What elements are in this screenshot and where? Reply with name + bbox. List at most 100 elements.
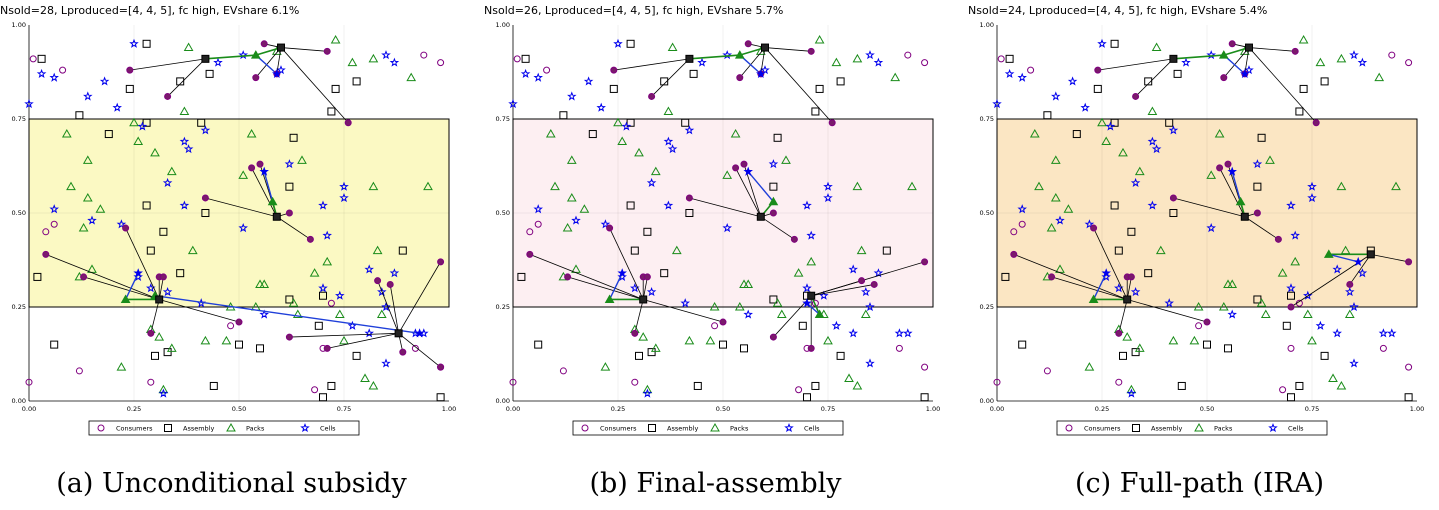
cell-point [1130,177,1141,187]
pack-point [406,72,417,82]
served-consumer-point [1220,74,1228,82]
served-consumer-point [256,160,264,168]
consumer-link [251,167,278,217]
cell-point [663,136,674,146]
assembly-point [534,340,543,349]
pack-point [78,223,89,232]
pack-point [852,380,863,390]
assembly-point [235,340,243,349]
assembly-point [588,130,597,139]
cell-point [1051,91,1061,101]
assembly-point [1169,209,1178,217]
assembly-point [142,201,151,210]
pack-point [368,181,379,191]
pack-link [255,46,282,56]
cell-point [36,68,47,78]
y-tick-label: 0.75 [12,115,26,123]
x-tick-label: 0.75 [1305,405,1319,413]
assembly-point [197,118,206,127]
assembly-point [176,77,185,86]
assembly-point [37,54,46,63]
cell-point [802,283,812,293]
pack-point [600,362,611,371]
served-consumer-point [685,194,693,202]
assembly-point [1287,393,1295,402]
x-tick-label: 0.50 [232,405,246,413]
cell-point [213,57,223,67]
consumer-link [1051,276,1128,300]
cell-point [646,287,657,297]
x-tick-label: 0.50 [1200,405,1214,413]
served-consumer-point [1216,164,1224,172]
cell-point [1147,200,1158,210]
assembly-point [1110,201,1119,210]
chart-title: Nsold=24, Lproduced=[4, 4, 5], fc high, … [968,4,1267,17]
active-cell [802,298,812,308]
assembly-point [1177,381,1186,390]
cell-link [1231,171,1242,202]
legend-marker-assembly [1132,424,1140,432]
pack-point [166,166,177,176]
legend-label-pack: Packs [1214,424,1233,432]
served-consumer-point [1169,194,1177,202]
pack-point [579,204,590,213]
consumer-link [280,47,328,52]
assembly-point [319,393,327,402]
served-consumer-point [807,47,815,55]
assembly-point [681,118,690,127]
consumer-link [764,47,812,52]
cell-point [284,159,295,169]
served-consumer-point [769,209,777,217]
consumer-link [1248,47,1296,52]
legend-marker-pack [710,422,720,432]
cell-link [608,272,623,300]
cell-point [684,125,695,135]
cell-link [154,295,420,335]
cell-point [335,290,345,300]
legend-marker-pack [226,422,236,432]
pack-point [259,279,270,288]
consumer-point [631,378,639,386]
legend-label-consumer: Consumers [1084,424,1121,432]
x-tick-label: 0.00 [990,405,1004,413]
assembly-point [289,133,298,142]
pack-point [852,53,863,63]
consumer-link [255,47,282,78]
active-pack [1218,50,1229,59]
pack-point [187,245,198,255]
cell-point [894,328,905,338]
consumer-link [83,276,160,300]
consumer-point [50,220,58,228]
pack-point [776,309,787,319]
pack-point [297,155,307,164]
assembly-point [331,84,340,93]
legend-marker-cell [300,422,310,433]
pack-point [246,129,257,138]
cell-point [339,181,349,191]
pack-point [1336,380,1347,390]
cell-point [1345,287,1355,297]
cell-point [508,99,518,109]
active-pack [1235,196,1246,206]
cell-point [621,121,632,131]
y-tick-label: 0.50 [496,209,510,217]
pack-point [376,309,387,319]
cell-point [1290,230,1300,240]
pack-point [1134,166,1145,176]
pack-point [566,192,577,202]
assembly-point [1282,321,1291,330]
pack-point [133,136,144,146]
pack-point [844,373,854,382]
pack-link [689,54,740,60]
assembly-point [1320,351,1329,360]
consumer-link [1370,253,1409,263]
pack-point [292,309,303,319]
consumer-point [526,228,534,236]
pack-point [150,147,160,157]
consumer-link [1244,47,1250,74]
active-assembly [272,212,281,221]
pack-point [82,155,93,164]
cell-point [1206,222,1216,233]
assembly-point [693,381,702,390]
cell-point [1332,264,1342,274]
